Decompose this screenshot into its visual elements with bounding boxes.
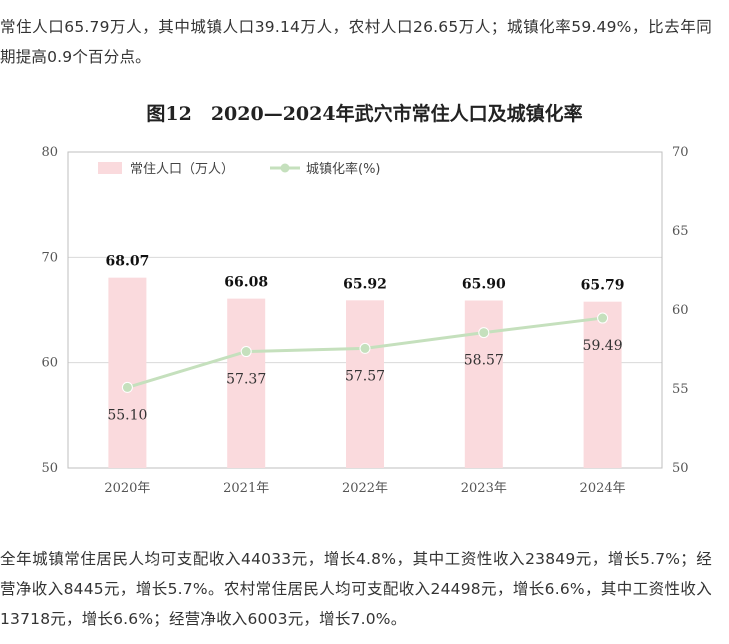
legend-bar-swatch [98, 162, 122, 174]
x-tick-label: 2022年 [342, 481, 388, 496]
y-right-tick-label: 70 [672, 145, 689, 160]
x-tick-label: 2020年 [104, 481, 150, 496]
bar [227, 298, 266, 468]
line-value-label: 59.49 [583, 338, 623, 354]
x-tick-label: 2023年 [461, 481, 507, 496]
y-right-tick-label: 60 [672, 303, 689, 318]
y-right-tick-label: 55 [672, 382, 689, 397]
line-value-label: 55.10 [107, 407, 147, 423]
income-paragraph: 全年城镇常住居民人均可支配收入44033元，增长4.8%，其中工资性收入2384… [0, 550, 712, 628]
line-point [240, 346, 252, 358]
line-point [359, 342, 371, 354]
line-value-label: 58.57 [464, 353, 504, 369]
bar [464, 300, 503, 468]
bar-value-label: 66.08 [224, 275, 268, 291]
intro-paragraph: 常住人口65.79万人，其中城镇人口39.14万人，农村人口26.65万人；城镇… [0, 18, 712, 66]
y-left-tick-label: 60 [41, 356, 58, 371]
x-tick-label: 2024年 [580, 481, 626, 496]
bar-value-label: 65.90 [462, 277, 506, 293]
legend-line-label: 城镇化率(%) [306, 161, 381, 177]
line-value-label: 57.57 [345, 368, 385, 384]
line-point [121, 381, 133, 393]
bar-value-label: 65.92 [343, 276, 387, 292]
legend-bar-label: 常住人口（万人） [130, 162, 234, 177]
population-urbanization-chart: 50 60 70 80 50 55 60 65 70 68.07 66.08 65.92 65.90 65… [41, 145, 689, 496]
y-left-tick-label: 70 [41, 250, 58, 265]
bar [108, 277, 147, 468]
y-right-tick-label: 65 [672, 224, 689, 239]
line-point [597, 312, 609, 324]
x-tick-label: 2021年 [223, 481, 269, 496]
bar [346, 300, 384, 468]
y-right-tick-label: 50 [672, 461, 689, 476]
bar-value-label: 68.07 [105, 254, 149, 270]
line-value-label: 57.37 [226, 372, 266, 388]
legend-line-marker [280, 163, 290, 173]
bar-value-label: 65.79 [581, 278, 625, 294]
line-point [478, 327, 490, 339]
chart-title: 图12 2020—2024年武穴市常住人口及城镇化率 [146, 103, 583, 125]
y-left-tick-label: 80 [41, 145, 58, 160]
y-left-tick-label: 50 [41, 461, 58, 476]
bar [583, 301, 622, 468]
